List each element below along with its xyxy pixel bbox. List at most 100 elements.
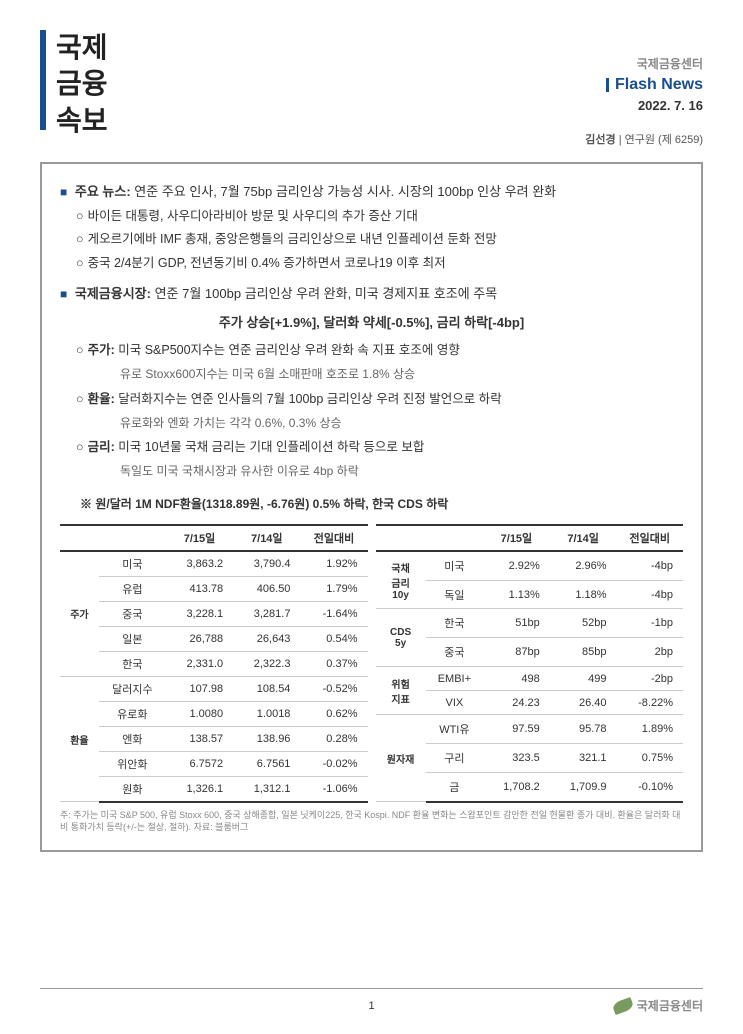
value-2: 2,322.3: [233, 651, 300, 676]
detail-label: 금리:: [88, 440, 115, 454]
table-row: 한국2,331.02,322.30.37%: [60, 651, 368, 676]
page-number: 1: [368, 1000, 374, 1012]
value-2: 26,643: [233, 626, 300, 651]
value-1: 1,326.1: [166, 776, 233, 802]
table-row: 국채금리10y미국2.92%2.96%-4bp: [376, 551, 684, 580]
th-date2: 7/14일: [550, 525, 617, 551]
th-empty: [99, 525, 166, 551]
row-name: 미국: [99, 551, 166, 577]
th-empty: [376, 525, 426, 551]
market-detail: ○주가: 미국 S&P500지수는 연준 금리인상 우려 완화 속 지표 호조에…: [60, 339, 683, 363]
row-name: 일본: [99, 626, 166, 651]
value-1: 138.57: [166, 726, 233, 751]
row-name: 엔화: [99, 726, 166, 751]
news-sub-item: ○바이든 대통령, 사우디아라비아 방문 및 사우디의 추가 증산 기대: [60, 205, 683, 229]
row-name: EMBI+: [426, 666, 483, 690]
change-value: 0.37%: [300, 651, 367, 676]
value-2: 52bp: [550, 609, 617, 638]
value-2: 1,709.9: [550, 772, 617, 801]
value-1: 1,708.2: [483, 772, 550, 801]
table-row: 주가미국3,863.23,790.41.92%: [60, 551, 368, 577]
news-sub-item: ○중국 2/4분기 GDP, 전년동기비 0.4% 증가하면서 코로나19 이후…: [60, 252, 683, 276]
row-name: 한국: [99, 651, 166, 676]
value-1: 2,331.0: [166, 651, 233, 676]
change-value: -8.22%: [617, 691, 683, 715]
news-sub-text: 중국 2/4분기 GDP, 전년동기비 0.4% 증가하면서 코로나19 이후 …: [88, 256, 446, 270]
author-separator: |: [619, 134, 622, 146]
row-name: 유럽: [99, 576, 166, 601]
flash-news-label: Flash News: [585, 76, 703, 94]
circle-bullet-icon: ○: [76, 440, 84, 454]
header-right: 국제금융센터 Flash News 2022. 7. 16 김선경 | 연구원 …: [585, 30, 703, 147]
title-line1: 국제: [56, 30, 108, 66]
market-text: 연준 7월 100bp 금리인상 우려 완화, 미국 경제지표 호조에 주목: [155, 286, 498, 301]
table-row: 원화1,326.11,312.1-1.06%: [60, 776, 368, 802]
value-1: 6.7572: [166, 751, 233, 776]
change-value: -1bp: [617, 609, 683, 638]
title-block: 국제 금융 속보: [40, 30, 108, 147]
detail-label: 주가:: [88, 343, 115, 357]
th-date2: 7/14일: [233, 525, 300, 551]
table-row: 일본26,78826,6430.54%: [60, 626, 368, 651]
left-table: 7/15일 7/14일 전일대비 주가미국3,863.23,790.41.92%…: [60, 524, 368, 803]
value-2: 499: [550, 666, 617, 690]
market-detail: ○환율: 달러화지수는 연준 인사들의 7월 100bp 금리인상 우려 진정 …: [60, 388, 683, 412]
leaf-icon: [611, 996, 634, 1014]
table-row: 중국3,228.13,281.7-1.64%: [60, 601, 368, 626]
document-header: 국제 금융 속보 국제금융센터 Flash News 2022. 7. 16 김…: [40, 30, 703, 147]
th-date1: 7/15일: [483, 525, 550, 551]
th-change: 전일대비: [300, 525, 367, 551]
row-name: 중국: [426, 638, 483, 667]
change-value: -1.64%: [300, 601, 367, 626]
category-cell: 환율: [60, 676, 99, 802]
value-2: 85bp: [550, 638, 617, 667]
th-date1: 7/15일: [166, 525, 233, 551]
value-2: 95.78: [550, 715, 617, 744]
change-value: -4bp: [617, 551, 683, 580]
row-name: WTI유: [426, 715, 483, 744]
value-1: 3,863.2: [166, 551, 233, 577]
change-value: 0.62%: [300, 701, 367, 726]
news-sub-text: 게오르기에바 IMF 총재, 중앙은행들의 금리인상으로 내년 인플레이션 둔화…: [88, 232, 497, 246]
value-1: 413.78: [166, 576, 233, 601]
table-row: 유로화1.00801.00180.62%: [60, 701, 368, 726]
main-news-line: ■ 주요 뉴스: 연준 주요 인사, 7월 75bp 금리인상 가능성 시사. …: [60, 180, 683, 205]
row-name: 금: [426, 772, 483, 801]
category-cell: 위험지표: [376, 666, 426, 714]
row-name: 구리: [426, 744, 483, 773]
right-table: 7/15일 7/14일 전일대비 국채금리10y미국2.92%2.96%-4bp…: [376, 524, 684, 803]
change-value: -0.02%: [300, 751, 367, 776]
change-value: -2bp: [617, 666, 683, 690]
circle-bullet-icon: ○: [76, 232, 84, 246]
detail-label: 환율:: [88, 392, 115, 406]
value-1: 498: [483, 666, 550, 690]
title-line2: 금융: [56, 66, 108, 102]
flash-bar-icon: [606, 78, 609, 92]
category-cell: CDS5y: [376, 609, 426, 667]
row-name: VIX: [426, 691, 483, 715]
left-tbody: 주가미국3,863.23,790.41.92%유럽413.78406.501.7…: [60, 551, 368, 802]
value-1: 24.23: [483, 691, 550, 715]
detail-text: 미국 S&P500지수는 연준 금리인상 우려 완화 속 지표 호조에 영향: [118, 343, 460, 357]
value-2: 26.40: [550, 691, 617, 715]
change-value: -1.06%: [300, 776, 367, 802]
bullet-square-icon: ■: [60, 287, 67, 301]
category-cell: 원자재: [376, 715, 426, 802]
value-1: 51bp: [483, 609, 550, 638]
circle-bullet-icon: ○: [76, 209, 84, 223]
title-line3: 속보: [56, 103, 108, 139]
main-title: 국제 금융 속보: [56, 30, 108, 139]
table-row: 엔화138.57138.960.28%: [60, 726, 368, 751]
table-row: 원자재WTI유97.5995.781.89%: [376, 715, 684, 744]
change-value: 1.89%: [617, 715, 683, 744]
org-name: 국제금융센터: [585, 55, 703, 72]
category-cell: 국채금리10y: [376, 551, 426, 609]
value-1: 26,788: [166, 626, 233, 651]
value-2: 3,281.7: [233, 601, 300, 626]
row-name: 독일: [426, 580, 483, 609]
market-label: 국제금융시장:: [75, 286, 151, 301]
value-2: 406.50: [233, 576, 300, 601]
change-value: -4bp: [617, 580, 683, 609]
value-1: 3,228.1: [166, 601, 233, 626]
detail-text: 미국 10년물 국채 금리는 기대 인플레이션 하락 등으로 보합: [118, 440, 424, 454]
